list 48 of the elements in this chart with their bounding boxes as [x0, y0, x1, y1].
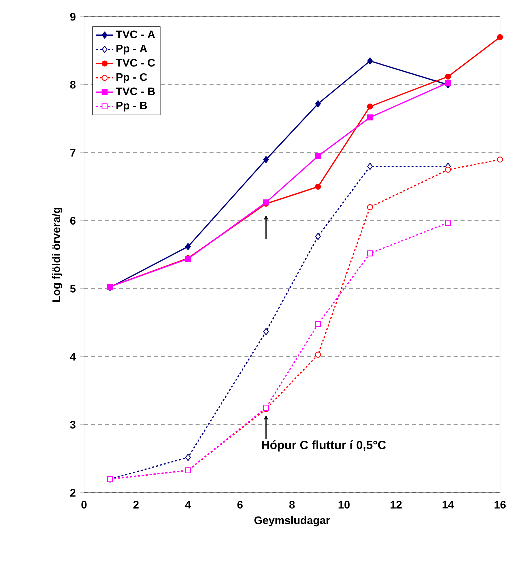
x-tick-label: 10: [338, 501, 350, 509]
point: [445, 167, 452, 173]
point: [315, 321, 322, 328]
point: [367, 204, 374, 210]
point: [315, 352, 322, 358]
x-tick-label: 16: [494, 501, 506, 509]
y-tick-label: 8: [70, 81, 76, 89]
x-tick-label: 4: [185, 501, 192, 509]
point: [185, 243, 191, 250]
x-tick-label: 2: [133, 501, 139, 509]
annotation: Hópur C fluttur í 0,5°C: [262, 440, 386, 452]
point: [367, 163, 373, 170]
x-tick-label: 14: [442, 501, 454, 509]
legend-label: Pp - B: [116, 102, 147, 112]
y-tick-label: 4: [70, 353, 76, 361]
point: [315, 153, 322, 160]
y-tick-label: 3: [70, 421, 76, 429]
point: [367, 114, 374, 121]
legend-label: TVC - A: [116, 30, 156, 38]
y-tick-label: 9: [70, 13, 76, 21]
point: [445, 80, 452, 86]
x-tick-label: 12: [390, 501, 402, 509]
x-tick-label: 6: [238, 501, 243, 509]
legend-label: TVC - C: [116, 59, 156, 67]
point: [497, 156, 504, 163]
point: [315, 233, 321, 240]
x-tick-label: 0: [82, 501, 87, 509]
y-axis-title: Log fjöldi örvera/g: [52, 208, 62, 302]
y-tick-label: 2: [70, 489, 76, 497]
y-tick-label: 7: [70, 149, 76, 157]
x-tick-label: 8: [289, 501, 295, 509]
legend-label: Pp - C: [116, 73, 148, 84]
point: [445, 220, 452, 226]
point: [497, 34, 504, 40]
point: [367, 58, 373, 65]
legend-label: TVC - B: [116, 88, 155, 96]
point: [445, 74, 452, 80]
x-axis-title: Geymsludagar: [254, 516, 330, 527]
point: [315, 100, 321, 108]
point: [315, 184, 322, 190]
y-tick-label: 6: [70, 217, 76, 225]
y-tick-label: 5: [70, 285, 76, 293]
point: [263, 328, 269, 336]
point: [367, 104, 374, 110]
legend-label: Pp - A: [116, 44, 148, 55]
point: [367, 250, 374, 257]
point: [263, 156, 269, 164]
point: [185, 454, 191, 462]
